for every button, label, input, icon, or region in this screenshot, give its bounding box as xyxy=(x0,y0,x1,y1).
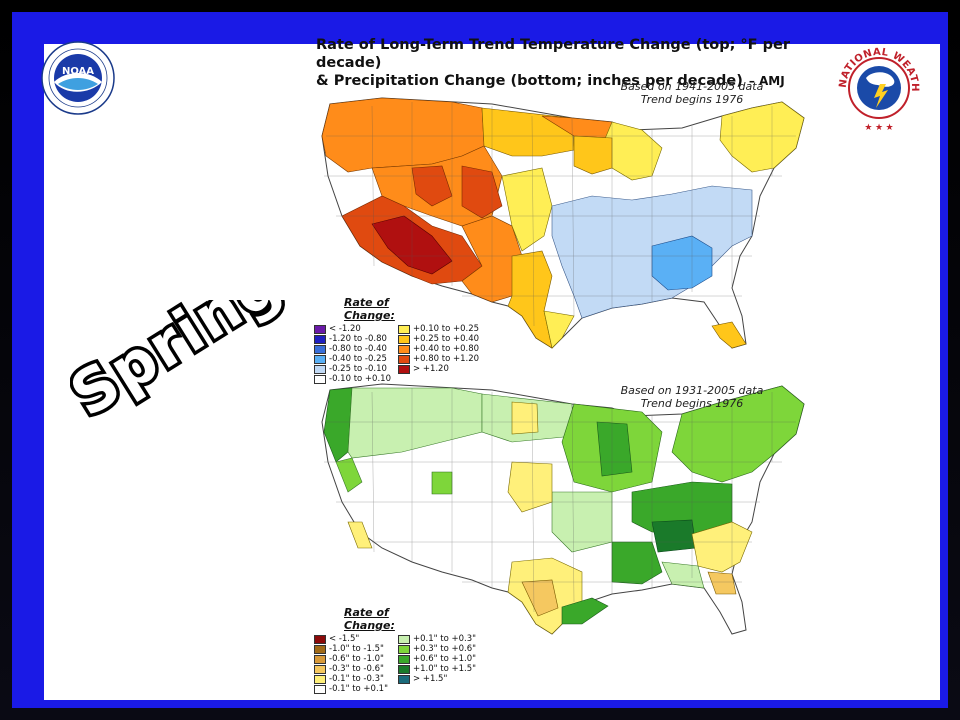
temperature-legend-swatch xyxy=(314,324,326,334)
temperature-legend-item: +0.40 to +0.80 xyxy=(398,344,482,354)
season-label-art: Spring xyxy=(70,300,310,440)
precipitation-legend-item: -1.0" to -1.5" xyxy=(314,644,398,654)
temperature-legend-swatch xyxy=(398,324,410,334)
precipitation-legend-item: +0.3" to +0.6" xyxy=(398,644,482,654)
title-line-1: Rate of Long-Term Trend Temperature Chan… xyxy=(316,37,791,71)
temperature-legend-label: +0.80 to +1.20 xyxy=(413,354,480,364)
precipitation-legend-label: +0.1" to +0.3" xyxy=(413,634,477,644)
precipitation-legend-item: +1.0" to +1.5" xyxy=(398,664,482,674)
precipitation-legend-swatch xyxy=(314,674,326,684)
temperature-legend: Rate of Change: < -1.20 +0.10 to +0.25 -1.… xyxy=(314,296,479,384)
precipitation-legend-swatch xyxy=(398,654,410,664)
temperature-legend-swatch xyxy=(314,354,326,364)
temperature-legend-title: Rate of Change: xyxy=(344,296,395,322)
season-label: Spring xyxy=(70,300,294,431)
title-line-2-text: & Precipitation Change (bottom; inches p… xyxy=(316,73,743,89)
title-line-2: & Precipitation Change (bottom; inches p… xyxy=(316,72,836,90)
title-credit: – AMJ xyxy=(748,74,785,88)
precipitation-legend-label: +0.6" to +1.0" xyxy=(413,654,477,664)
precipitation-legend-label: < -1.5" xyxy=(329,634,360,644)
temperature-legend-swatch xyxy=(314,374,326,384)
temperature-legend-label: -1.20 to -0.80 xyxy=(329,334,387,344)
precipitation-legend-swatch xyxy=(314,634,326,644)
precipitation-legend-item: -0.3" to -0.6" xyxy=(314,664,398,674)
precipitation-legend-swatch xyxy=(314,644,326,654)
temperature-legend-label: -0.80 to -0.40 xyxy=(329,344,387,354)
bottom-map-basis-line-1: Based on 1931-2005 data xyxy=(620,384,764,397)
precipitation-legend-label: -0.1" to -0.3" xyxy=(329,674,384,684)
precipitation-legend-label: +0.3" to +0.6" xyxy=(413,644,477,654)
temperature-legend-item: -1.20 to -0.80 xyxy=(314,334,398,344)
precipitation-legend-item: +0.6" to +1.0" xyxy=(398,654,482,664)
noaa-logo: NOAA xyxy=(40,40,116,116)
precipitation-legend-label: -0.1" to +0.1" xyxy=(329,684,388,694)
temperature-legend-label: -0.40 to -0.25 xyxy=(329,354,387,364)
temperature-legend-label: -0.10 to +0.10 xyxy=(329,374,391,384)
temperature-legend-item: < -1.20 xyxy=(314,324,398,334)
temperature-legend-swatch xyxy=(314,334,326,344)
precipitation-legend-item: +0.1" to +0.3" xyxy=(398,634,482,644)
precipitation-legend-item: -0.6" to -1.0" xyxy=(314,654,398,664)
top-map-basis: Based on 1941-2005 data Trend begins 197… xyxy=(612,80,772,106)
temperature-legend-item: -0.80 to -0.40 xyxy=(314,344,398,354)
precipitation-legend-label: -0.6" to -1.0" xyxy=(329,654,384,664)
slide-title: Rate of Long-Term Trend Temperature Chan… xyxy=(316,36,836,90)
temperature-legend-swatch xyxy=(398,344,410,354)
temperature-legend-swatch xyxy=(314,364,326,374)
temperature-legend-label: -0.25 to -0.10 xyxy=(329,364,387,374)
precipitation-legend-swatch xyxy=(314,684,326,694)
temperature-legend-item: > +1.20 xyxy=(398,364,482,374)
precipitation-legend-swatch xyxy=(398,644,410,654)
top-map-basis-line-1: Based on 1941-2005 data xyxy=(620,80,764,93)
top-map-basis-line-2: Trend begins 1976 xyxy=(640,93,744,106)
nws-logo: NATIONAL WEATHER SERVICE ★ ★ ★ xyxy=(836,40,922,136)
precipitation-legend-item: -0.1" to +0.1" xyxy=(314,684,398,694)
bottom-map-basis-line-2: Trend begins 1976 xyxy=(640,397,744,410)
temperature-legend-label: > +1.20 xyxy=(413,364,449,374)
precipitation-map xyxy=(312,372,832,672)
precipitation-legend-item: -0.1" to -0.3" xyxy=(314,674,398,684)
precipitation-legend-item: > +1.5" xyxy=(398,674,482,684)
temperature-legend-item: -0.40 to -0.25 xyxy=(314,354,398,364)
temperature-legend-item: -0.10 to +0.10 xyxy=(314,374,398,384)
temperature-legend-item: +0.10 to +0.25 xyxy=(398,324,482,334)
temperature-legend-label: +0.10 to +0.25 xyxy=(413,324,480,334)
noaa-logo-text: NOAA xyxy=(62,66,94,77)
precipitation-legend-label: > +1.5" xyxy=(413,674,448,684)
temperature-legend-swatch xyxy=(398,354,410,364)
temperature-legend-swatch xyxy=(398,334,410,344)
temperature-legend-label: +0.40 to +0.80 xyxy=(413,344,480,354)
temperature-legend-swatch xyxy=(314,344,326,354)
temperature-map xyxy=(312,76,832,376)
precipitation-legend-label: +1.0" to +1.5" xyxy=(413,664,477,674)
temperature-legend-item: -0.25 to -0.10 xyxy=(314,364,398,374)
temperature-legend-label: +0.25 to +0.40 xyxy=(413,334,480,344)
precipitation-legend-swatch xyxy=(314,664,326,674)
precipitation-legend-title: Rate of Change: xyxy=(344,606,395,632)
temperature-legend-swatch xyxy=(398,364,410,374)
temperature-legend-label: < -1.20 xyxy=(329,324,361,334)
temperature-legend-item: +0.25 to +0.40 xyxy=(398,334,482,344)
svg-text:★ ★ ★: ★ ★ ★ xyxy=(864,122,893,132)
precipitation-legend-swatch xyxy=(398,634,410,644)
precipitation-legend-swatch xyxy=(398,664,410,674)
precipitation-legend-swatch xyxy=(398,674,410,684)
temperature-legend-item: +0.80 to +1.20 xyxy=(398,354,482,364)
temperature-legend-items: < -1.20 +0.10 to +0.25 -1.20 to -0.80 +0.25… xyxy=(314,324,479,384)
precipitation-legend-item: < -1.5" xyxy=(314,634,398,644)
precipitation-legend-swatch xyxy=(314,654,326,664)
precipitation-legend-label: -0.3" to -0.6" xyxy=(329,664,384,674)
precipitation-legend-label: -1.0" to -1.5" xyxy=(329,644,384,654)
precipitation-legend-items: < -1.5" +0.1" to +0.3" -1.0" to -1.5" +0.3"… xyxy=(314,634,476,694)
bottom-map-basis: Based on 1931-2005 data Trend begins 197… xyxy=(612,384,772,410)
precipitation-legend: Rate of Change: < -1.5" +0.1" to +0.3" -1.… xyxy=(314,606,476,694)
